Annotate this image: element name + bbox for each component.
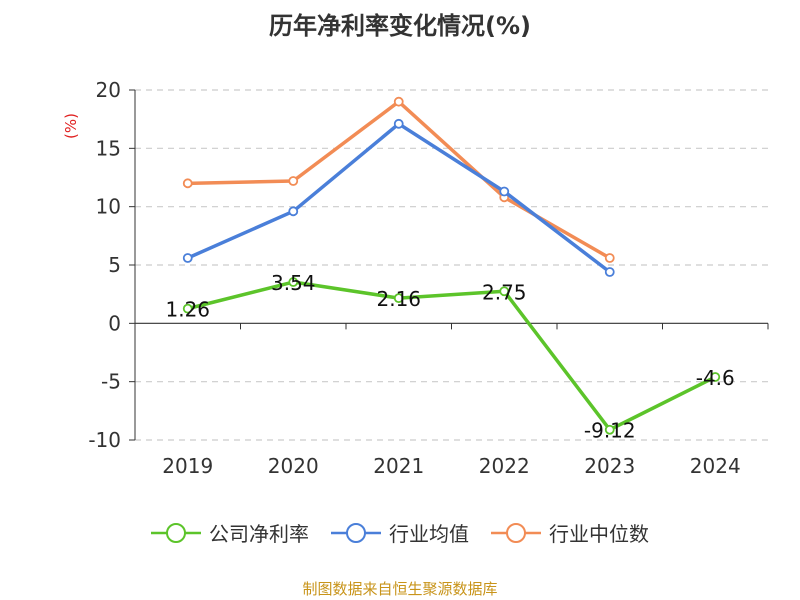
legend-swatch-circle <box>166 522 186 543</box>
data-label: 2.75 <box>482 280 527 304</box>
data-point <box>604 253 615 263</box>
legend-label: 行业均值 <box>389 522 469 546</box>
x-tick-label: 2021 <box>373 454 424 478</box>
series-line-0 <box>187 280 717 432</box>
data-point <box>393 293 404 304</box>
x-tick-label: 2024 <box>690 454 741 478</box>
legend-line-circle-icon <box>151 522 201 543</box>
x-tick-label: 2019 <box>162 454 213 478</box>
x-tick-label: 2022 <box>479 454 530 478</box>
data-label: 2.16 <box>376 287 421 311</box>
y-axis-label: (%) <box>62 113 80 139</box>
data-point <box>604 424 615 435</box>
y-tick-label: 20 <box>96 78 121 102</box>
data-labels: 1.26 3.54 2.16 2.75 -9.12 -4.6 <box>165 271 734 443</box>
legend-item[interactable]: 行业均值 <box>331 518 469 547</box>
data-point <box>393 118 404 129</box>
y-tick-label: -10 <box>88 428 121 452</box>
data-point <box>288 206 299 217</box>
data-label: -4.6 <box>696 366 735 390</box>
data-point <box>182 178 193 189</box>
chart-title: 历年净利率变化情况(%) <box>269 12 531 40</box>
data-label: 1.26 <box>165 298 210 322</box>
legend-label: 行业中位数 <box>549 522 649 546</box>
data-point <box>182 303 193 314</box>
source-note: 制图数据来自恒生聚源数据库 <box>302 580 498 598</box>
data-point <box>182 253 193 263</box>
y-tick-label: 5 <box>108 253 121 277</box>
series-lines <box>182 96 721 435</box>
series-line-1 <box>187 122 611 274</box>
grid-lines <box>135 89 768 441</box>
legend-line-circle-icon <box>331 522 381 543</box>
data-point <box>499 286 510 297</box>
data-point <box>710 372 721 382</box>
data-label: -9.12 <box>584 419 636 443</box>
y-tick-label: -5 <box>101 370 121 394</box>
y-tick-label: 10 <box>96 195 121 219</box>
legend-label: 公司净利率 <box>209 522 309 546</box>
x-tick-label: 2020 <box>268 454 319 478</box>
legend-swatch-circle <box>346 522 366 543</box>
legend-line-circle-icon <box>491 522 541 543</box>
legend-swatch-circle <box>506 522 526 543</box>
data-point <box>604 267 615 277</box>
data-point <box>499 186 510 197</box>
data-point <box>288 277 299 287</box>
data-label: 3.54 <box>271 271 316 295</box>
data-point <box>393 96 404 107</box>
x-tick-label: 2023 <box>584 454 635 478</box>
y-tick-label: 15 <box>96 136 121 160</box>
legend-item[interactable]: 行业中位数 <box>491 518 649 547</box>
y-tick-label: 0 <box>108 311 121 335</box>
axes: -10 -5 0 5 10 15 20 2019 2020 2021 2022 2023 2024 (%) <box>62 78 769 478</box>
legend: 公司净利率 行业均值 行业中位数 <box>0 518 800 547</box>
data-point <box>288 176 299 186</box>
legend-item[interactable]: 公司净利率 <box>151 518 309 547</box>
